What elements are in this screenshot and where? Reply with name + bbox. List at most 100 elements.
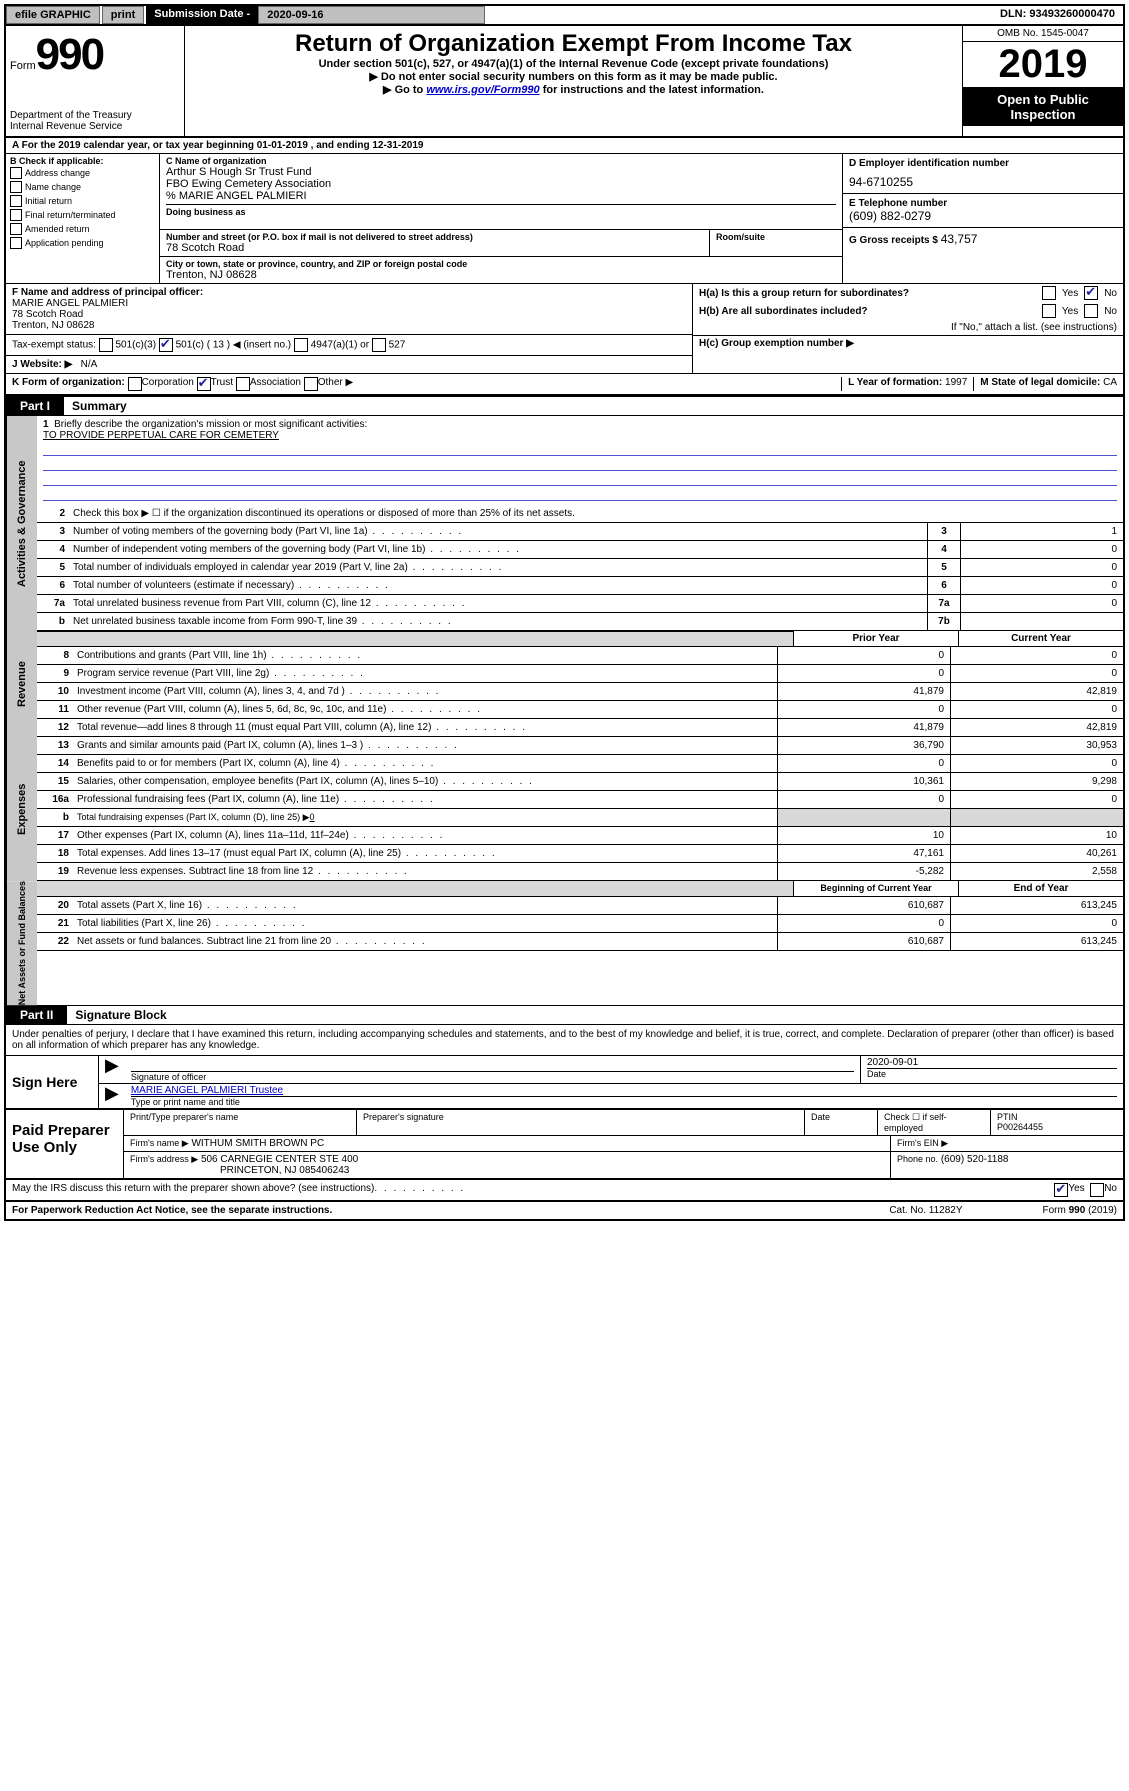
cb-corp[interactable] [128, 377, 142, 391]
org-name-3: % MARIE ANGEL PALMIERI [166, 190, 836, 202]
addr-value: 78 Scotch Road [166, 242, 703, 254]
gov-row-b: bNet unrelated business taxable income f… [37, 613, 1123, 631]
org-name-2: FBO Ewing Cemetery Association [166, 178, 836, 190]
net-head: Beginning of Current Year End of Year [37, 881, 1123, 897]
form-word: Form [10, 60, 36, 72]
cb-address-change[interactable] [10, 167, 22, 179]
exp-row-b: b Total fundraising expenses (Part IX, c… [37, 809, 1123, 827]
open-public-badge: Open to Public Inspection [963, 88, 1123, 126]
form-subtitle-3: ▶ Go to www.irs.gov/Form990 for instruct… [193, 83, 954, 96]
part-i-tab: Part I [6, 397, 64, 415]
gov-row-4: 4Number of independent voting members of… [37, 541, 1123, 559]
cb-final-return[interactable] [10, 209, 22, 221]
rev-head: Prior Year Current Year [37, 631, 1123, 647]
fin-row-11: 11Other revenue (Part VIII, column (A), … [37, 701, 1123, 719]
revenue-block: Revenue Prior Year Current Year 8Contrib… [6, 631, 1123, 737]
gov-row-3: 3Number of voting members of the governi… [37, 523, 1123, 541]
cb-527[interactable] [372, 338, 386, 352]
dept-treasury: Department of the Treasury [10, 110, 180, 121]
prep-sig-label: Preparer's signature [357, 1110, 805, 1135]
sig-date: 2020-09-01 [867, 1057, 1117, 1069]
submission-date-value: 2020-09-16 [258, 6, 484, 24]
cb-hb-no[interactable] [1084, 304, 1098, 318]
perjury-declaration: Under penalties of perjury, I declare th… [6, 1025, 1123, 1056]
cb-initial-return[interactable] [10, 195, 22, 207]
org-name-1: Arthur S Hough Sr Trust Fund [166, 166, 836, 178]
cb-501c3[interactable] [99, 338, 113, 352]
column-c-org: C Name of organization Arthur S Hough Sr… [160, 154, 843, 283]
block-bcde: B Check if applicable: Address change Na… [6, 154, 1123, 284]
officer-name-label: Type or print name and title [131, 1097, 1117, 1107]
side-net-assets: Net Assets or Fund Balances [6, 881, 37, 1005]
fin-row-8: 8Contributions and grants (Part VIII, li… [37, 647, 1123, 665]
form-title: Return of Organization Exempt From Incom… [193, 30, 954, 58]
gov-row-5: 5Total number of individuals employed in… [37, 559, 1123, 577]
arrow-icon: ▶ [99, 1056, 125, 1083]
q2-text: Check this box ▶ ☐ if the organization d… [69, 505, 1123, 522]
cb-501c[interactable] [159, 338, 173, 352]
hb-row: H(b) Are all subordinates included? Yes … [693, 302, 1123, 320]
firm-ein-label: Firm's EIN ▶ [897, 1138, 948, 1148]
cb-discuss-yes[interactable] [1054, 1183, 1068, 1197]
officer-name-link[interactable]: MARIE ANGEL PALMIERI Trustee [131, 1085, 283, 1096]
col-b-head: B Check if applicable: [10, 156, 155, 166]
cb-other[interactable] [304, 377, 318, 391]
part-ii-title: Signature Block [67, 1006, 174, 1024]
tax-year: 2019 [963, 42, 1123, 88]
paid-preparer-label: Paid Preparer Use Only [6, 1110, 124, 1178]
cb-name-change[interactable] [10, 181, 22, 193]
f-label: F Name and address of principal officer: [12, 287, 686, 298]
paid-preparer-block: Paid Preparer Use Only Print/Type prepar… [6, 1110, 1123, 1180]
f-name: MARIE ANGEL PALMIERI [12, 298, 686, 309]
fin-row-9: 9Program service revenue (Part VIII, lin… [37, 665, 1123, 683]
room-label: Room/suite [716, 232, 836, 242]
firm-addr2: PRINCETON, NJ 085406243 [130, 1165, 884, 1176]
column-b-checkboxes: B Check if applicable: Address change Na… [6, 154, 160, 283]
cb-trust[interactable] [197, 377, 211, 391]
fin-row-10: 10Investment income (Part VIII, column (… [37, 683, 1123, 701]
governance-block: Activities & Governance 1 Briefly descri… [6, 416, 1123, 631]
gross-value: 43,757 [941, 232, 978, 246]
dln-value: DLN: 93493260000470 [992, 6, 1123, 24]
fin-row-13: 13Grants and similar amounts paid (Part … [37, 737, 1123, 755]
q1-value: TO PROVIDE PERPETUAL CARE FOR CEMETERY [43, 430, 1117, 441]
ptin-value: P00264455 [997, 1122, 1117, 1132]
firm-phone: (609) 520-1188 [941, 1154, 1009, 1165]
side-revenue: Revenue [6, 631, 37, 737]
arrow-icon: ▶ [99, 1084, 125, 1108]
col-end-year: End of Year [958, 881, 1123, 896]
cb-ha-yes[interactable] [1042, 286, 1056, 300]
firm-name: WITHUM SMITH BROWN PC [191, 1138, 324, 1149]
cb-hb-yes[interactable] [1042, 304, 1056, 318]
cb-assoc[interactable] [236, 377, 250, 391]
sig-date-label: Date [867, 1069, 1117, 1079]
fin-row-19: 19Revenue less expenses. Subtract line 1… [37, 863, 1123, 881]
cb-ha-no[interactable] [1084, 286, 1098, 300]
form990-link[interactable]: www.irs.gov/Form990 [426, 84, 539, 96]
city-value: Trenton, NJ 08628 [166, 269, 836, 281]
part-ii-tab: Part II [6, 1006, 67, 1024]
ha-row: H(a) Is this a group return for subordin… [693, 284, 1123, 302]
cb-discuss-no[interactable] [1090, 1183, 1104, 1197]
dept-irs: Internal Revenue Service [10, 121, 180, 132]
ein-label: D Employer identification number [849, 158, 1117, 169]
side-governance: Activities & Governance [6, 416, 37, 631]
sign-here-label: Sign Here [6, 1056, 99, 1108]
discuss-row: May the IRS discuss this return with the… [6, 1180, 1123, 1202]
form-subtitle-1: Under section 501(c), 527, or 4947(a)(1)… [193, 58, 954, 70]
expenses-block: Expenses 13Grants and similar amounts pa… [6, 737, 1123, 881]
ptin-label: PTIN [997, 1112, 1117, 1122]
cb-4947[interactable] [294, 338, 308, 352]
line-a: A For the 2019 calendar year, or tax yea… [6, 138, 1123, 154]
col-prior-year: Prior Year [793, 631, 958, 646]
footer-form: Form 990 (2019) [1043, 1205, 1117, 1216]
part-i-header: Part I Summary [6, 396, 1123, 416]
print-button[interactable]: print [102, 6, 144, 24]
prep-name-label: Print/Type preparer's name [124, 1110, 357, 1135]
submission-date-label: Submission Date - [146, 6, 258, 24]
cb-amended-return[interactable] [10, 223, 22, 235]
column-de: D Employer identification number 94-6710… [843, 154, 1123, 283]
efile-button[interactable]: efile GRAPHIC [6, 6, 100, 24]
cb-application-pending[interactable] [10, 237, 22, 249]
fin-row-18: 18Total expenses. Add lines 13–17 (must … [37, 845, 1123, 863]
